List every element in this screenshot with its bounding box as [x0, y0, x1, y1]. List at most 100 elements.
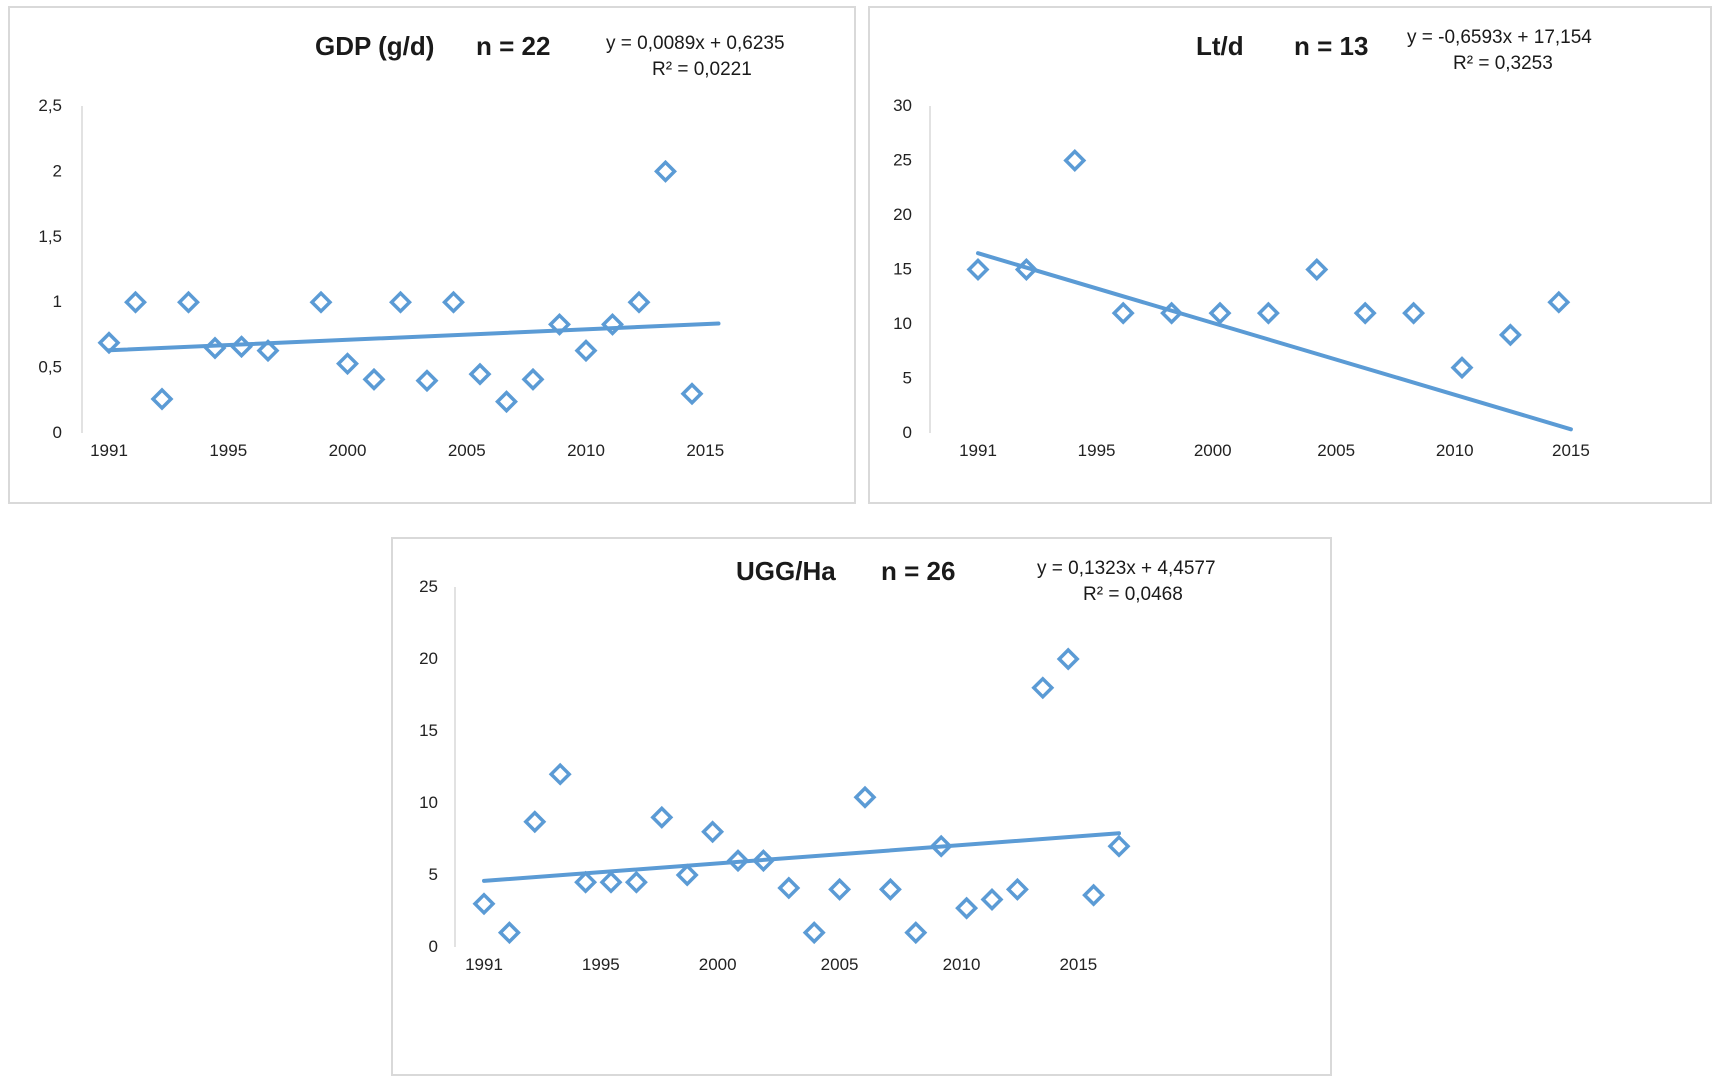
chart-gdp-data-point — [150, 387, 174, 411]
chart-ugg-data-point — [853, 785, 877, 809]
chart-ugg-x-tick-label: 1995 — [582, 955, 620, 974]
chart-gdp-x-tick-label: 2005 — [448, 441, 486, 460]
chart-ugg-data-point — [1056, 647, 1080, 671]
chart-ugg-data-point — [701, 820, 725, 844]
chart-ugg-x-tick-label: 2005 — [821, 955, 859, 974]
chart-lt-data-point — [1063, 149, 1087, 172]
chart-gdp-data-point — [680, 382, 704, 406]
chart-lt-plot: 0 5 10 15 20 25 30 1991 1995 2000 2005 2010 2015 — [893, 96, 1590, 460]
chart-ugg-data-point — [624, 870, 648, 894]
chart-ugg-data-point — [955, 896, 979, 920]
chart-lt-title: Lt/d — [1196, 31, 1244, 61]
chart-gdp-data-point — [548, 312, 571, 336]
chart-lt-x-tick-label: 1995 — [1078, 441, 1116, 460]
chart-gdp-data-point — [203, 336, 227, 360]
chart-lt-data-point — [1256, 301, 1280, 325]
chart-lt-x-tick-label: 2015 — [1552, 441, 1590, 460]
chart-gdp-data-point — [97, 331, 121, 355]
chart-ugg-data-point — [777, 876, 801, 900]
chart-lt-x-tick-label: 2010 — [1436, 441, 1474, 460]
chart-lt-y-tick-label: 0 — [903, 423, 912, 442]
chart-ugg-data-point — [472, 892, 496, 916]
chart-ugg-y-tick-label: 20 — [419, 649, 438, 668]
chart-lt-data-point — [1014, 258, 1038, 281]
chart-lt-y-tick-label: 10 — [893, 314, 912, 333]
chart-lt-svg: Lt/d n = 13 y = -0,6593x + 17,154 R² = 0… — [893, 27, 1592, 460]
chart-ugg-x-tick-label: 2015 — [1059, 955, 1097, 974]
chart-ugg-data-point — [980, 888, 1004, 911]
chart-gdp: GDP (g/d) n = 22 y = 0,0089x + 0,6235 R²… — [8, 6, 856, 504]
chart-ugg-data-point — [726, 849, 750, 873]
chart-ugg-y-tick-label: 5 — [429, 865, 438, 884]
chart-gdp-n-label: n = 22 — [476, 31, 550, 61]
chart-gdp-y-tick-label: 2 — [53, 161, 62, 180]
chart-lt-data-point — [1450, 356, 1474, 380]
chart-lt-y-tick-label: 5 — [903, 369, 912, 388]
chart-ugg-data-point — [650, 805, 674, 829]
chart-lt-data-point — [1547, 290, 1571, 314]
chart-gdp-title: GDP (g/d) — [315, 31, 434, 61]
chart-gdp-y-tick-label: 0,5 — [38, 358, 62, 377]
chart-lt-y-tick-label: 30 — [893, 96, 912, 115]
chart-gdp-x-tick-label: 2010 — [567, 441, 605, 460]
chart-lt-trendline — [976, 251, 1573, 432]
chart-ugg-y-tick-label: 15 — [419, 721, 438, 740]
chart-lt-data-point — [1160, 301, 1184, 325]
chart-gdp-data-point — [627, 290, 651, 314]
chart-gdp-data-point — [124, 290, 147, 314]
chart-ugg-data-point — [802, 921, 826, 945]
chart-gdp-plot: 0 0,5 1 1,5 2 2,5 1991 1995 2000 2005 2010 2015 — [38, 96, 724, 460]
chart-gdp-data-point — [230, 335, 253, 359]
chart-ugg-y-tick-label: 25 — [419, 577, 438, 596]
chart-ugg-x-tick-label: 2000 — [699, 955, 737, 974]
chart-ugg-svg: UGG/Ha n = 26 y = 0,1323x + 4,4577 R² = … — [419, 556, 1216, 974]
chart-ugg-n-label: n = 26 — [881, 556, 955, 586]
chart-gdp-data-point — [601, 312, 624, 336]
chart-ugg: UGG/Ha n = 26 y = 0,1323x + 4,4577 R² = … — [391, 537, 1332, 1076]
chart-lt-y-tick-label: 20 — [893, 205, 912, 224]
chart-lt-n-label: n = 13 — [1294, 31, 1368, 61]
chart-gdp-data-point — [521, 367, 545, 391]
chart-ugg-title: UGG/Ha — [736, 556, 836, 586]
chart-ugg-trendline — [482, 831, 1121, 883]
chart-gdp-svg: GDP (g/d) n = 22 y = 0,0089x + 0,6235 R²… — [38, 31, 785, 460]
chart-gdp-x-tick-label: 2015 — [686, 441, 724, 460]
chart-gdp-trend-r2: R² = 0,0221 — [652, 59, 752, 80]
chart-lt-data-point — [1353, 301, 1377, 325]
chart-ugg-data-point — [497, 921, 521, 945]
chart-lt: Lt/d n = 13 y = -0,6593x + 17,154 R² = 0… — [868, 6, 1712, 504]
chart-gdp-data-point — [177, 290, 200, 314]
chart-gdp-data-point — [495, 390, 518, 414]
chart-lt-y-tick-label: 25 — [893, 151, 912, 170]
chart-ugg-data-point — [878, 877, 902, 901]
chart-lt-data-point — [1498, 323, 1522, 347]
chart-ugg-trend-equation: y = 0,1323x + 4,4577 — [1037, 558, 1216, 579]
chart-lt-data-point — [1402, 301, 1426, 325]
chart-gdp-data-point — [362, 367, 386, 391]
chart-ugg-x-tick-label: 2010 — [943, 955, 981, 974]
chart-gdp-y-tick-label: 1 — [53, 292, 62, 311]
chart-lt-data-point — [1208, 301, 1232, 325]
chart-ugg-data-point — [1082, 883, 1106, 907]
chart-ugg-y-tick-label: 0 — [429, 937, 438, 956]
chart-ugg-x-tick-label: 1991 — [465, 955, 503, 974]
chart-lt-data-point — [1305, 258, 1329, 281]
chart-gdp-data-point — [336, 352, 359, 376]
chart-lt-trend-r2: R² = 0,3253 — [1453, 53, 1553, 74]
chart-gdp-data-point — [654, 159, 677, 183]
chart-gdp-x-tick-label: 1995 — [209, 441, 247, 460]
chart-lt-data-point — [1111, 301, 1135, 325]
chart-lt-x-tick-label: 2005 — [1317, 441, 1355, 460]
chart-ugg-data-point — [523, 810, 547, 834]
chart-gdp-trend-equation: y = 0,0089x + 0,6235 — [606, 33, 785, 54]
chart-ugg-trend-r2: R² = 0,0468 — [1083, 584, 1183, 605]
chart-ugg-y-tick-label: 10 — [419, 793, 438, 812]
chart-ugg-data-point — [574, 870, 598, 894]
chart-lt-data-point — [966, 258, 990, 281]
chart-gdp-y-tick-label: 2,5 — [38, 96, 62, 115]
chart-gdp-data-point — [256, 339, 280, 363]
chart-lt-trend-equation: y = -0,6593x + 17,154 — [1407, 27, 1592, 48]
chart-lt-x-tick-label: 2000 — [1194, 441, 1232, 460]
chart-ugg-data-point — [599, 870, 623, 894]
chart-lt-x-tick-label: 1991 — [959, 441, 997, 460]
